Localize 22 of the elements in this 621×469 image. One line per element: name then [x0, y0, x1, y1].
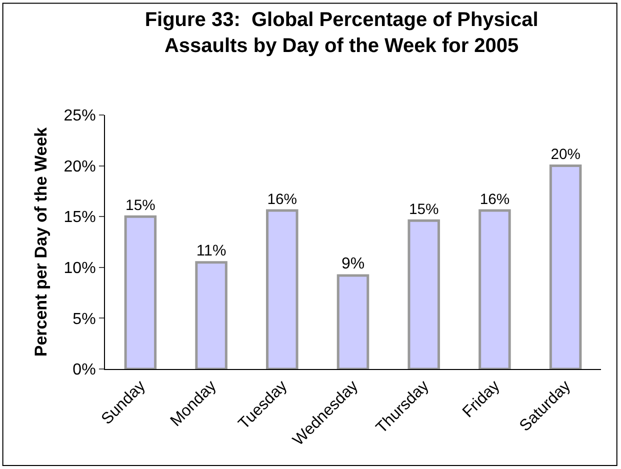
bar — [124, 215, 157, 369]
bar — [266, 209, 298, 369]
data-label: 16% — [267, 192, 298, 208]
y-axis-title: Percent per Day of the Week — [31, 126, 50, 357]
y-tick-label: 25% — [64, 108, 96, 125]
y-tick-label: 10% — [64, 260, 96, 277]
bar — [478, 209, 511, 369]
data-label: 11% — [196, 242, 226, 260]
bar — [549, 164, 582, 369]
y-tick-label: 20% — [64, 158, 96, 176]
data-label: 9% — [341, 256, 365, 273]
y-tick-label: 5% — [72, 310, 96, 328]
data-label: 16% — [480, 192, 510, 208]
bar — [195, 261, 228, 369]
y-tick-label: 0% — [72, 362, 96, 379]
bar — [336, 274, 370, 369]
data-label: 15% — [126, 198, 156, 214]
chart-title: Figure 33: Global Percentage of Physical Assaults by Day of the Week for 2005 — [144, 8, 538, 57]
bar — [408, 219, 440, 369]
y-tick-label: 15% — [64, 209, 96, 226]
data-label: 15% — [408, 202, 439, 218]
data-label: 20% — [550, 147, 580, 164]
